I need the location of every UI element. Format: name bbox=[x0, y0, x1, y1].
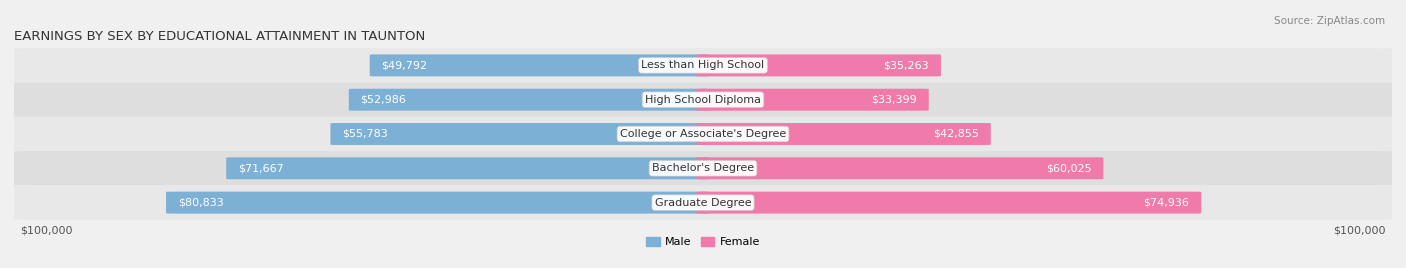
Text: Bachelor's Degree: Bachelor's Degree bbox=[652, 163, 754, 173]
Text: Less than High School: Less than High School bbox=[641, 60, 765, 70]
Text: $33,399: $33,399 bbox=[872, 95, 917, 105]
FancyBboxPatch shape bbox=[1, 48, 1405, 83]
Text: $80,833: $80,833 bbox=[179, 198, 224, 208]
Text: College or Associate's Degree: College or Associate's Degree bbox=[620, 129, 786, 139]
Text: EARNINGS BY SEX BY EDUCATIONAL ATTAINMENT IN TAUNTON: EARNINGS BY SEX BY EDUCATIONAL ATTAINMEN… bbox=[14, 30, 425, 43]
FancyBboxPatch shape bbox=[330, 123, 710, 145]
FancyBboxPatch shape bbox=[696, 123, 991, 145]
FancyBboxPatch shape bbox=[370, 54, 710, 76]
FancyBboxPatch shape bbox=[696, 157, 1104, 179]
Text: $60,025: $60,025 bbox=[1046, 163, 1091, 173]
Text: $42,855: $42,855 bbox=[934, 129, 979, 139]
FancyBboxPatch shape bbox=[1, 151, 1405, 185]
Text: High School Diploma: High School Diploma bbox=[645, 95, 761, 105]
FancyBboxPatch shape bbox=[349, 89, 710, 111]
Legend: Male, Female: Male, Female bbox=[641, 233, 765, 252]
FancyBboxPatch shape bbox=[1, 83, 1405, 117]
Text: $74,936: $74,936 bbox=[1143, 198, 1189, 208]
FancyBboxPatch shape bbox=[1, 185, 1405, 220]
FancyBboxPatch shape bbox=[696, 192, 1201, 214]
Text: $52,986: $52,986 bbox=[360, 95, 406, 105]
Text: $49,792: $49,792 bbox=[381, 60, 427, 70]
FancyBboxPatch shape bbox=[1, 117, 1405, 151]
Text: $35,263: $35,263 bbox=[883, 60, 929, 70]
Text: $55,783: $55,783 bbox=[342, 129, 388, 139]
Text: Graduate Degree: Graduate Degree bbox=[655, 198, 751, 208]
Text: $71,667: $71,667 bbox=[238, 163, 284, 173]
FancyBboxPatch shape bbox=[226, 157, 710, 179]
Text: Source: ZipAtlas.com: Source: ZipAtlas.com bbox=[1274, 16, 1385, 26]
FancyBboxPatch shape bbox=[166, 192, 710, 214]
FancyBboxPatch shape bbox=[696, 54, 941, 76]
FancyBboxPatch shape bbox=[696, 89, 929, 111]
